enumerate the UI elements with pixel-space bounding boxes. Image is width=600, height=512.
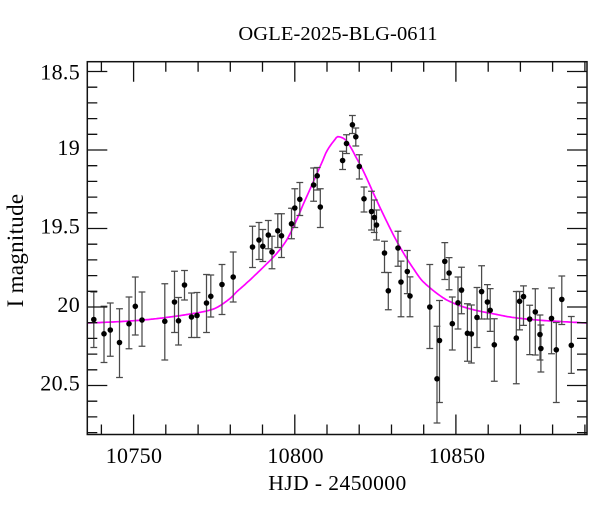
svg-text:10750: 10750 — [106, 443, 163, 468]
svg-text:10800: 10800 — [267, 443, 324, 468]
svg-text:OGLE-2025-BLG-0611: OGLE-2025-BLG-0611 — [238, 23, 437, 45]
svg-text:19: 19 — [57, 135, 80, 160]
svg-text:10850: 10850 — [429, 443, 486, 468]
svg-text:20: 20 — [57, 292, 80, 317]
svg-text:19.5: 19.5 — [40, 214, 80, 239]
svg-text:18.5: 18.5 — [40, 60, 80, 85]
svg-text:I magnitude: I magnitude — [3, 194, 28, 308]
svg-text:HJD - 2450000: HJD - 2450000 — [268, 471, 406, 495]
svg-text:20.5: 20.5 — [40, 371, 80, 396]
